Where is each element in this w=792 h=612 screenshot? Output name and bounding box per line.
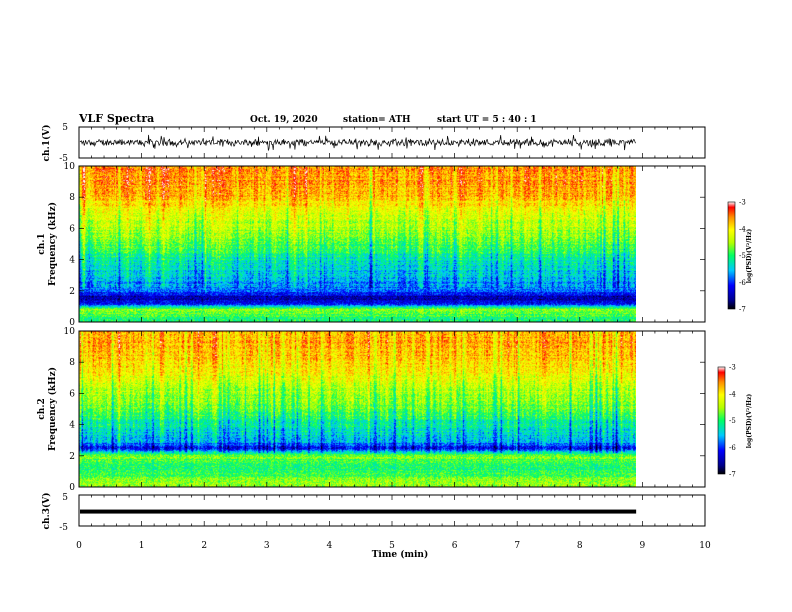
x-tick-label: 7 bbox=[514, 541, 520, 551]
y-tick-label: 8 bbox=[69, 358, 75, 368]
y-tick-label: 10 bbox=[64, 162, 76, 172]
y-tick-label: 2 bbox=[69, 452, 75, 462]
x-tick-label: 0 bbox=[76, 541, 82, 551]
x-tick-label: 6 bbox=[452, 541, 458, 551]
ch1-spectrogram-ylabel-line1: ch.1 bbox=[37, 233, 47, 254]
x-tick-label: 1 bbox=[139, 541, 145, 551]
y-tick-label: 6 bbox=[69, 389, 75, 399]
x-tick-label: 5 bbox=[389, 541, 395, 551]
ch3-ytick-top: 5 bbox=[62, 493, 68, 503]
figure-title: VLF Spectra bbox=[78, 112, 154, 125]
x-tick-label: 10 bbox=[699, 541, 711, 551]
y-tick-label: 4 bbox=[69, 421, 75, 431]
y-tick-label: 0 bbox=[69, 483, 75, 493]
x-tick-label: 2 bbox=[201, 541, 207, 551]
colorbar-tick-label: -6 bbox=[729, 444, 736, 452]
ch2-colorbar-ticks: -3 -4 -5 -6 -7 bbox=[729, 364, 736, 479]
colorbar-tick-label: -4 bbox=[729, 390, 736, 398]
colorbar-tick-label: -5 bbox=[739, 252, 746, 260]
colorbar-tick-label: -7 bbox=[729, 471, 736, 479]
colorbar-tick-label: -7 bbox=[739, 306, 746, 314]
y-tick-label: 0 bbox=[69, 318, 75, 328]
ch2-spectrogram-ylabel-line2: Frequency (kHz) bbox=[47, 367, 58, 451]
colorbar-tick-label: -5 bbox=[729, 417, 736, 425]
ch2-spectrogram-ylabel-line1: ch.2 bbox=[37, 398, 47, 419]
colorbar-tick-label: -3 bbox=[729, 364, 736, 372]
header-date: Oct. 19, 2020 bbox=[250, 115, 318, 125]
header-start-time: start UT = 5 : 40 : 1 bbox=[437, 115, 537, 125]
ch2-colorbar bbox=[717, 366, 726, 475]
time-axis-ticks: 0 1 2 3 4 5 6 7 8 9 10 bbox=[76, 541, 711, 551]
y-tick-label: 2 bbox=[69, 287, 75, 297]
ch3-waveform-line bbox=[80, 509, 637, 514]
ch3-waveform-panel: 5 -5 ch.3(V) bbox=[41, 493, 706, 533]
y-tick-label: 8 bbox=[69, 193, 75, 203]
x-tick-label: 8 bbox=[577, 541, 583, 551]
ch2-spectrogram-yticks: 0 2 4 6 8 10 bbox=[64, 327, 705, 493]
ch1-colorbar bbox=[727, 201, 736, 310]
ch1-ytick-top: 5 bbox=[62, 123, 68, 133]
ch3-ytick-bottom: -5 bbox=[59, 523, 68, 533]
colorbar-tick-label: -6 bbox=[739, 279, 746, 287]
ch1-waveform-ylabel: ch.1(V) bbox=[41, 125, 52, 162]
y-tick-label: 6 bbox=[69, 224, 75, 234]
y-tick-label: 10 bbox=[64, 327, 76, 337]
ch1-colorbar-ticks: -3 -4 -5 -6 -7 bbox=[739, 199, 746, 314]
x-tick-label: 4 bbox=[327, 541, 333, 551]
ch1-waveform-ticks bbox=[78, 127, 706, 158]
ch1-waveform-panel: 5 -5 ch.1(V) bbox=[41, 123, 706, 164]
x-tick-label: 3 bbox=[264, 541, 270, 551]
x-tick-label: 9 bbox=[640, 541, 646, 551]
ch2-colorbar-label: log(PSD)(V²/Hz) bbox=[746, 394, 753, 449]
header-station: station= ATH bbox=[343, 115, 411, 125]
ch1-spectrogram-image bbox=[79, 166, 636, 322]
ch1-waveform-line bbox=[79, 134, 637, 152]
ch2-spectrogram-image bbox=[79, 331, 636, 487]
colorbar-tick-label: -4 bbox=[739, 225, 746, 233]
colorbar-tick-label: -3 bbox=[739, 199, 746, 207]
ch1-colorbar-label: log(PSD)(V²/Hz) bbox=[746, 229, 753, 284]
time-axis-label: Time (min) bbox=[372, 549, 429, 560]
y-tick-label: 4 bbox=[69, 256, 75, 266]
ch1-spectrogram-ylabel-line2: Frequency (kHz) bbox=[47, 202, 58, 286]
ch1-spectrogram-yticks: 0 2 4 6 8 10 bbox=[64, 162, 705, 328]
ch3-waveform-ylabel: ch.3(V) bbox=[41, 493, 52, 530]
ch1-ytick-bottom: -5 bbox=[59, 154, 68, 164]
